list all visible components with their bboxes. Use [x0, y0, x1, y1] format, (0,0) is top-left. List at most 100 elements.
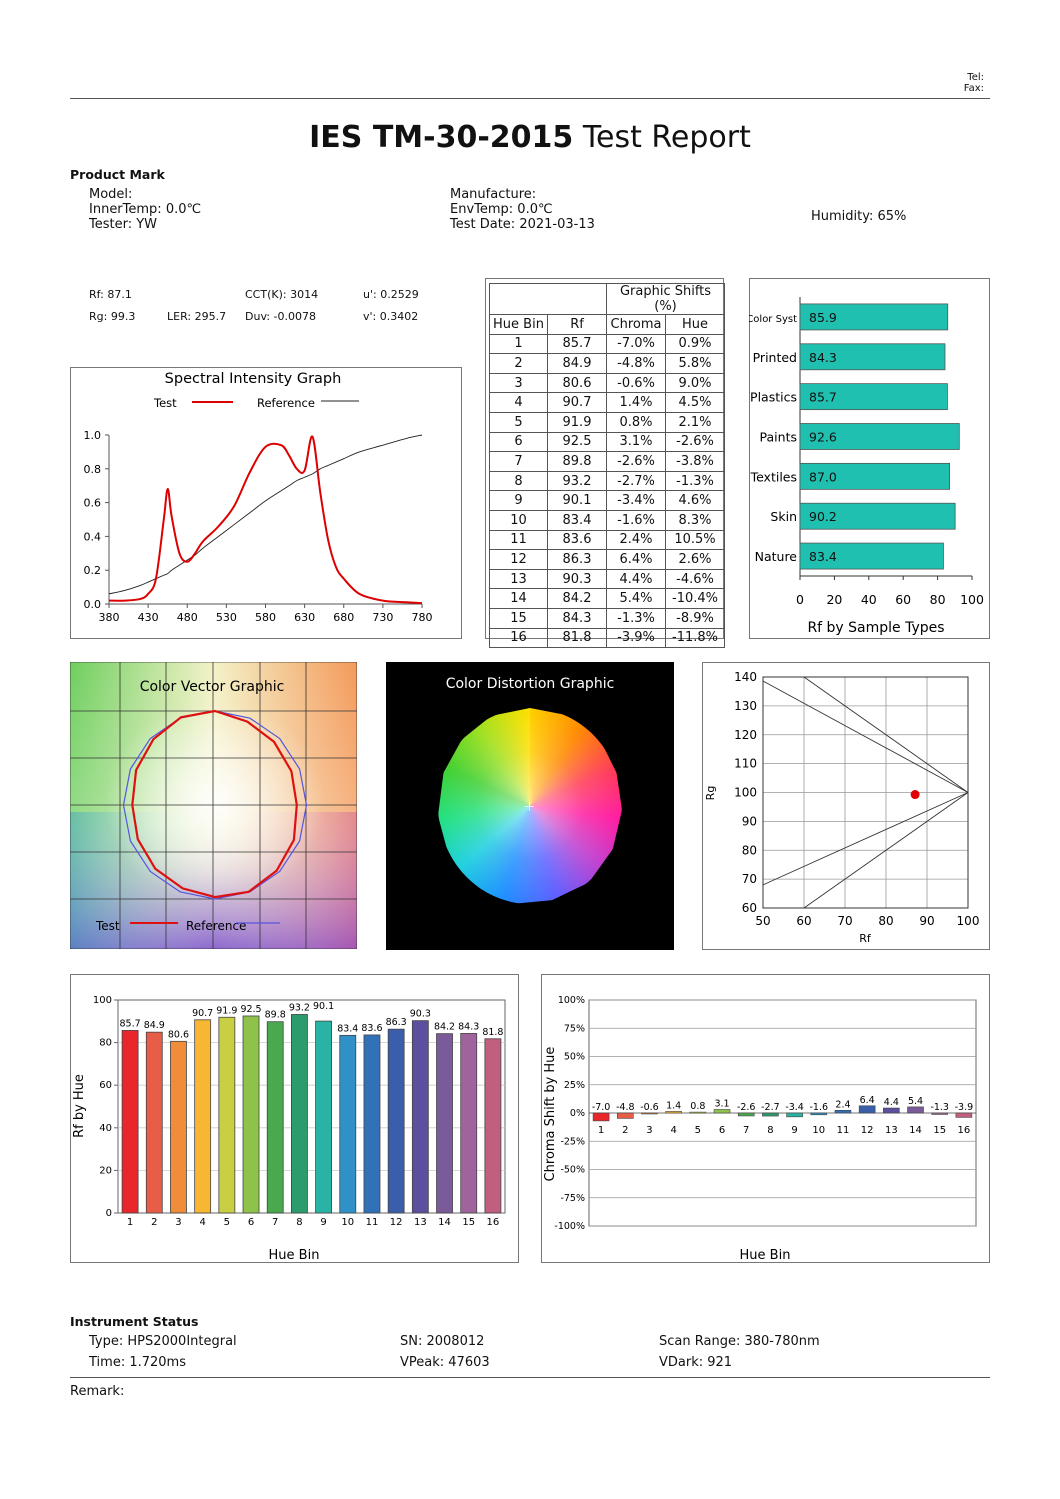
x-tick-label: 4 — [199, 1217, 205, 1228]
tel-label: Tel: — [967, 72, 984, 83]
sample-bar-value: 84.3 — [809, 350, 837, 365]
sample-bar-value: 92.6 — [809, 430, 837, 445]
table-row: 6 92.5 3.1% -2.6% — [489, 431, 725, 453]
table-cell: -1.3% — [665, 470, 725, 492]
x-tick-label: 580 — [255, 611, 276, 624]
chroma-hue-bar — [786, 1112, 803, 1118]
table-row: 7 89.8 -2.6% -3.8% — [489, 451, 725, 472]
table-cell: 4.4% — [606, 568, 666, 590]
color-vector-title: Color Vector Graphic — [140, 679, 285, 695]
table-cell: 92.5 — [547, 431, 607, 453]
x-tick-label: 12 — [861, 1125, 874, 1136]
rf-hue-bar — [363, 1034, 381, 1214]
footer-divider — [70, 1377, 990, 1378]
x-tick-label: 10 — [341, 1217, 354, 1228]
x-tick-label: 630 — [294, 611, 315, 624]
table-cell: 90.7 — [547, 392, 607, 413]
table-cell: -8.9% — [665, 607, 725, 629]
table-row: 16 81.8 -3.9% -11.8% — [489, 627, 725, 649]
color-vector-test — [131, 709, 298, 899]
table-row: 13 90.3 4.4% -4.6% — [489, 568, 725, 590]
chroma-hue-bar-label: 5.4 — [908, 1096, 923, 1107]
rf-hue-bar-label: 84.9 — [144, 1020, 165, 1031]
table-cell: 8.3% — [665, 509, 725, 531]
chroma-hue-bar — [592, 1112, 610, 1122]
rf-hue-bar — [242, 1015, 260, 1214]
product-middle: Manufacture: EnvTemp: 0.0℃ Test Date: 20… — [450, 187, 595, 232]
table-cell: 93.2 — [547, 470, 607, 492]
y-tick-label: 80 — [99, 1038, 112, 1049]
table-row: 2 84.9 -4.8% 5.8% — [489, 353, 725, 374]
rf-hue-bar-label: 83.6 — [361, 1023, 382, 1034]
chroma-hue-bar — [931, 1112, 949, 1115]
rf-hue-bar — [266, 1021, 284, 1214]
x-tick-label: 1 — [598, 1125, 604, 1136]
rf-hue-bar — [315, 1020, 332, 1214]
rg-rf-panel — [702, 662, 990, 950]
table-cell: 1.4% — [606, 392, 666, 413]
x-tick-label: 4 — [670, 1125, 676, 1136]
table-cell: 2.4% — [606, 529, 666, 551]
sample-types-title: Rf by Sample Types — [807, 620, 944, 636]
table-cell: 91.9 — [547, 411, 607, 433]
chroma-by-hue-xlabel: Hue Bin — [740, 1248, 791, 1263]
table-cell: 15 — [489, 607, 548, 629]
table-cell: 4.6% — [665, 490, 725, 511]
chroma-hue-bar-label: -1.3 — [930, 1102, 949, 1113]
humidity-field: Humidity: 65% — [811, 209, 907, 224]
x-tick-label: 10 — [812, 1125, 825, 1136]
x-tick-label: 14 — [438, 1217, 451, 1228]
table-cell: 6.4% — [606, 549, 666, 570]
rf-hue-bar-label: 92.5 — [240, 1004, 261, 1015]
rf-hue-bar — [218, 1016, 236, 1214]
chroma-hue-bar-label: 0.8 — [690, 1101, 705, 1112]
y-tick-label: -50% — [560, 1165, 585, 1176]
remark-field: Remark: — [70, 1384, 125, 1399]
ler-metric: LER: 295.7 — [167, 310, 227, 323]
sample-type-label: Printed — [753, 350, 797, 365]
instrument-time: Time: 1.720ms — [89, 1355, 186, 1370]
rf-hue-bar — [387, 1028, 405, 1214]
y-tick-label: 70 — [742, 872, 757, 886]
sample-type-label: Nature — [755, 549, 798, 564]
y-tick-label: -75% — [560, 1193, 585, 1204]
rg-metric: Rg: 99.3 — [89, 310, 136, 323]
x-tick-label: 11 — [366, 1217, 379, 1228]
hue-table-header-chroma: Chroma — [606, 314, 666, 335]
color-vector-legend-test: Test — [95, 919, 120, 933]
chroma-hue-bar — [665, 1111, 682, 1114]
rf-hue-bar — [339, 1034, 357, 1214]
x-tick-label: 60 — [895, 592, 911, 607]
table-cell: 11 — [489, 529, 548, 551]
x-tick-label: 80 — [878, 914, 893, 928]
y-tick-label: 0.2 — [84, 564, 102, 577]
x-tick-label: 2 — [622, 1125, 628, 1136]
chroma-hue-bar-label: 4.4 — [884, 1097, 899, 1108]
rf-hue-bar-label: 84.3 — [458, 1021, 479, 1032]
instrument-vpeak: VPeak: 47603 — [400, 1355, 490, 1370]
spectral-reference-line — [108, 434, 423, 595]
y-tick-label: 60 — [742, 901, 757, 915]
y-tick-label: 90 — [742, 814, 757, 828]
x-tick-label: 5 — [695, 1125, 701, 1136]
y-tick-label: 60 — [99, 1080, 112, 1091]
table-cell: 81.8 — [547, 627, 607, 649]
x-tick-label: 100 — [960, 592, 984, 607]
y-tick-label: 130 — [734, 699, 757, 713]
table-cell: 90.1 — [547, 490, 607, 511]
table-cell: -2.6% — [606, 451, 666, 472]
chroma-hue-bar — [810, 1112, 828, 1116]
table-cell: 0.8% — [606, 411, 666, 433]
table-cell: 5.8% — [665, 353, 725, 374]
chroma-hue-bar — [713, 1109, 731, 1114]
x-tick-label: 80 — [930, 592, 946, 607]
sample-types-panel — [749, 278, 990, 639]
spectral-legend-ref: Reference — [257, 396, 315, 410]
sample-bar — [799, 303, 949, 331]
y-tick-label: 100 — [734, 786, 757, 800]
spectral-test-line — [108, 435, 423, 605]
rf-hue-bar-label: 90.1 — [313, 1001, 334, 1012]
table-row: 15 84.3 -1.3% -8.9% — [489, 607, 725, 629]
instrument-scan-range: Scan Range: 380-780nm — [659, 1334, 820, 1349]
